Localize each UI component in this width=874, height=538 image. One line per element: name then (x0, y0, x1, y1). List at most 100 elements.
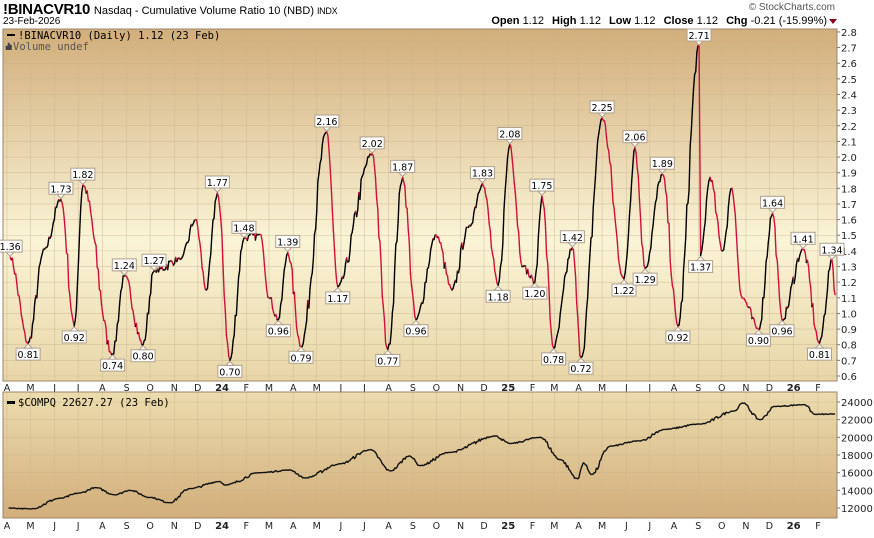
ratio-line-segment (632, 150, 635, 168)
ratio-line-segment (201, 266, 204, 273)
ratio-line-segment (646, 260, 650, 267)
point-label: 0.96 (769, 319, 795, 338)
ratio-line-segment (500, 243, 504, 262)
ratio-line-segment (36, 281, 39, 299)
ratio-line-segment (37, 266, 40, 283)
ratio-line-segment (704, 199, 708, 222)
point-label-pointer (397, 171, 408, 178)
point-label-text: 1.82 (72, 170, 93, 181)
ratio-line-segment (520, 261, 523, 268)
legend-line-icon (7, 34, 15, 36)
ratio-line-segment (377, 208, 380, 239)
ratio-line-segment (793, 275, 796, 285)
ratio-line-segment (815, 330, 819, 340)
chart-title: !BINACVR10 Nasdaq - Cumulative Volume Ra… (3, 1, 338, 18)
ratio-line-segment (327, 135, 330, 151)
x-tick-label: O (718, 521, 725, 532)
point-label-text: 0.92 (667, 333, 688, 344)
panel-border (2, 28, 838, 382)
ratio-line-segment (137, 331, 141, 340)
point-label: 2.16 (314, 114, 340, 132)
ratio-line-segment (624, 262, 627, 274)
ratio-line-segment (349, 234, 352, 253)
ratio-line-segment (813, 323, 816, 330)
ratio-line-segment (222, 265, 225, 296)
ratio-line-segment (701, 240, 704, 251)
symbol-name: Nasdaq - Cumulative Volume Ratio 10 (NBD… (93, 5, 314, 17)
y-tick-label: 0.9 (841, 325, 857, 336)
point-label-text: 1.77 (207, 178, 228, 189)
ratio-line-segment (97, 268, 101, 290)
ratio-line-segment (560, 296, 564, 307)
symbol: !BINACVR10 (3, 1, 91, 18)
x-tick-label: M (550, 383, 558, 394)
ratio-line-segment (717, 222, 720, 238)
ratio-line-segment (333, 248, 337, 270)
ratio-line-segment (614, 220, 618, 232)
ratio-line-segment (679, 302, 682, 318)
ratio-line-segment (797, 254, 801, 262)
point-label-pointer (657, 168, 668, 174)
point-label-pointer (410, 319, 422, 326)
ratio-line-segment (437, 236, 441, 244)
ratio-line-segment (585, 296, 589, 311)
ratio-line-segment (224, 310, 228, 337)
point-label-text: 1.20 (524, 289, 545, 300)
point-label-pointer (693, 40, 705, 46)
chart-date: 23-Feb-2026 (3, 16, 61, 27)
ratio-line-segment (728, 188, 732, 196)
ratio-line-segment (630, 165, 634, 183)
point-label-text: 0.70 (219, 367, 240, 378)
point-label: 1.18 (485, 285, 511, 303)
ratio-line-segment (659, 174, 662, 183)
ratio-line-segment (444, 262, 448, 275)
ratio-line-segment (196, 225, 200, 238)
x-tick-label: A (4, 521, 11, 532)
ratio-line-segment (31, 318, 35, 326)
y-tick-label: 1.2 (841, 278, 857, 289)
ratio-line-segment (413, 303, 416, 318)
ratio-line-segment (393, 243, 397, 270)
ratio-line-segment (831, 259, 834, 270)
exchange: INDX (316, 6, 338, 16)
point-label: 1.24 (111, 258, 137, 276)
x-tick-label: A (671, 383, 678, 394)
ratio-line-segment (789, 287, 792, 299)
y-tick-label: 2.6 (841, 59, 857, 70)
x-tick-label: A (4, 383, 11, 394)
ratio-line-segment (429, 243, 433, 251)
ratio-line-segment (764, 260, 767, 284)
ratio-line-segment (75, 282, 79, 310)
ratio-line-segment (233, 314, 236, 336)
ratio-line-segment (403, 181, 406, 188)
point-label: 0.92 (61, 326, 87, 344)
ratio-line-segment (784, 306, 788, 319)
x-tick-label: J (339, 521, 343, 532)
ratio-line-segment (639, 217, 643, 245)
copyright[interactable]: © StockCharts.com (748, 2, 835, 13)
ratio-line-segment (117, 303, 121, 322)
x-tick-label: S (410, 383, 416, 394)
ratio-line-segment (375, 198, 379, 210)
ratio-line-segment (688, 145, 691, 191)
x-tick-label: J (76, 383, 80, 394)
ratio-line-segment (593, 176, 597, 194)
point-label-text: 1.18 (488, 292, 509, 303)
point-label-pointer (639, 268, 651, 274)
point-label-text: 2.02 (362, 139, 383, 150)
ratio-line-segment (70, 307, 73, 316)
ratio-line-segment (582, 346, 586, 354)
ratio-line-segment (246, 235, 250, 242)
ratio-line-segment (230, 351, 233, 359)
point-label: 0.81 (15, 343, 41, 361)
point-label-pointer (548, 348, 559, 354)
x-tick-label: N (742, 521, 749, 532)
point-label: 0.72 (568, 357, 594, 375)
point-label-pointer (107, 354, 118, 360)
x-tick-label: M (598, 383, 606, 394)
ratio-line-segment (607, 149, 611, 164)
ratio-line-segment (132, 310, 135, 321)
point-label-pointer (575, 357, 587, 363)
ratio-line-segment (807, 265, 811, 282)
